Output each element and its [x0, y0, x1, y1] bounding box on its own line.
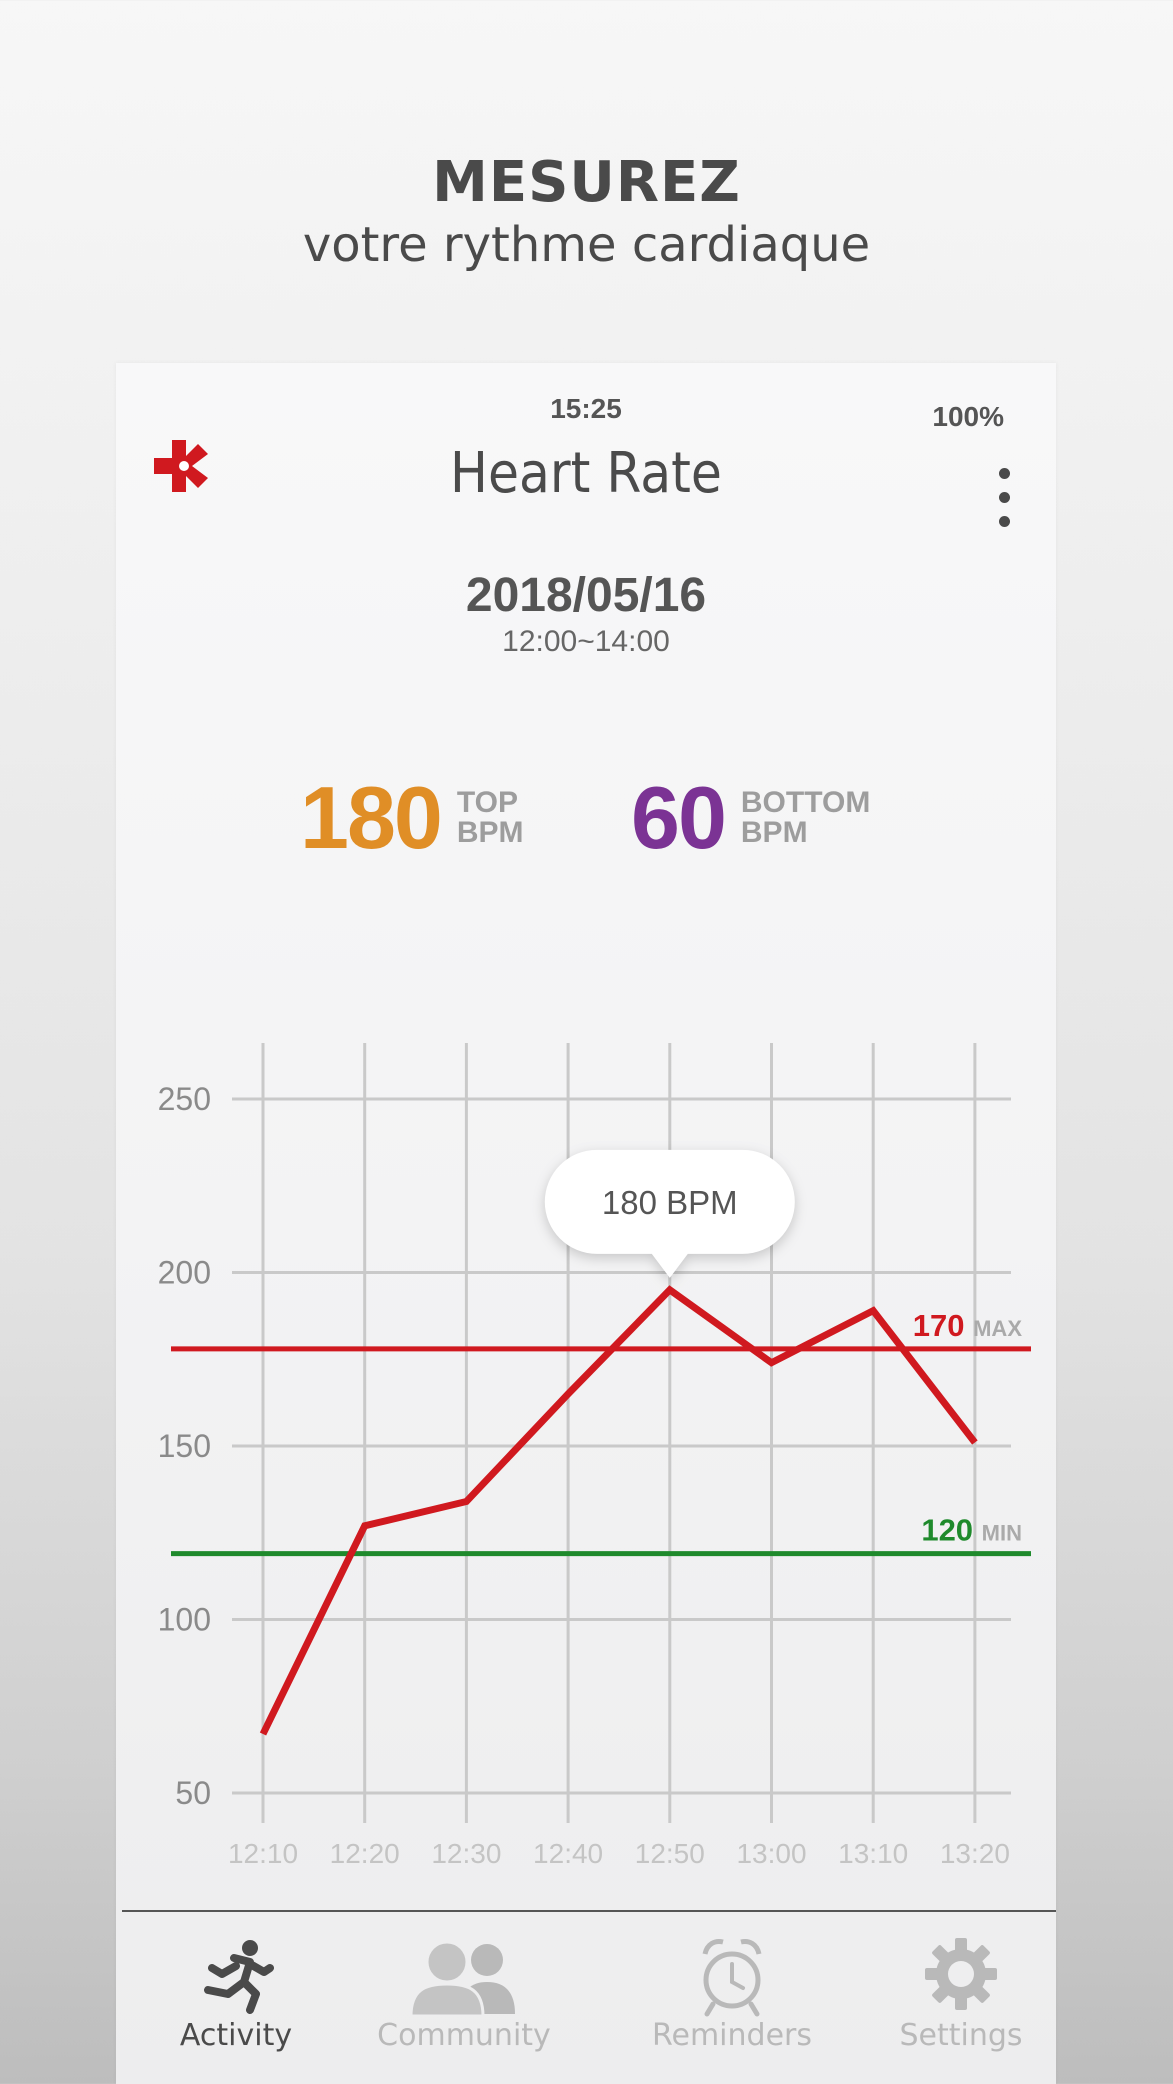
- session-date: 2018/05/16: [465, 569, 707, 622]
- promo-headline: MESUREZ votre rythme cardiaque: [0, 150, 1173, 274]
- red-cross-logo: [154, 440, 208, 492]
- heart-rate-chart[interactable]: 170 MAX 120 MIN 50 100 150 200 250 12:10 12:20 1…: [116, 363, 1056, 1903]
- tab-label-reminders: Reminders: [652, 2018, 812, 2053]
- threshold-tag: MIN: [982, 1521, 1022, 1546]
- threshold-value: 120: [921, 1513, 981, 1548]
- bottom-bpm-stat: 60 BOTTOM BPM: [631, 768, 870, 868]
- top-bpm-value: 180: [300, 768, 443, 867]
- tab-reminders[interactable]: Reminders: [618, 1912, 846, 2084]
- tab-settings[interactable]: Settings: [866, 1912, 1056, 2084]
- x-tick-label: 12:20: [330, 1838, 400, 1869]
- phone-screen: 15:25 100% Heart Rate 2018/05/16 12:00~1…: [116, 363, 1056, 2084]
- chart-thresholds: 170 MAX 120 MIN: [171, 1308, 1031, 1557]
- session-time-range: 12:00~14:00: [502, 625, 670, 658]
- bottom-tab-bar: Activity Community Reminders: [122, 1910, 1056, 2084]
- threshold-label: 170 MAX: [913, 1308, 1023, 1343]
- tab-label-activity: Activity: [179, 2018, 293, 2053]
- top-unit: BPM: [456, 816, 524, 849]
- status-time: 15:25: [550, 393, 622, 424]
- more-vertical-icon[interactable]: [992, 468, 1016, 534]
- bottom-bpm-value: 60: [631, 768, 727, 867]
- y-tick-label: 250: [158, 1081, 211, 1117]
- tab-community[interactable]: Community: [350, 1912, 578, 2084]
- page-title: Heart Rate: [450, 441, 722, 506]
- top-bpm-label: TOP BPM: [457, 788, 524, 848]
- gear-icon: [925, 1938, 997, 2010]
- promo-subtitle: votre rythme cardiaque: [302, 217, 871, 273]
- x-tick-label: 13:10: [838, 1838, 908, 1869]
- alarm-clock-icon: [702, 1939, 762, 2017]
- series-line: [259, 1285, 978, 1736]
- tab-label-community: Community: [377, 2018, 551, 2053]
- bottom-bpm-label: BOTTOM BPM: [741, 788, 870, 848]
- y-tick-label: 50: [175, 1775, 211, 1811]
- tab-activity[interactable]: Activity: [122, 1912, 350, 2084]
- bottom-label: BOTTOM: [740, 786, 871, 819]
- tooltip-text: 180 BPM: [602, 1184, 738, 1221]
- threshold-tag: MAX: [973, 1316, 1022, 1341]
- chart-tooltip: 180 BPM: [544, 1149, 795, 1278]
- promo-title: MESUREZ: [432, 150, 741, 215]
- threshold-label: 120 MIN: [921, 1513, 1022, 1548]
- status-battery: 100%: [932, 401, 1004, 432]
- chart-ticks: 50 100 150 200 250 12:10 12:20 12:30 12:40 12:50 1…: [158, 1081, 1010, 1869]
- x-tick-label: 12:50: [635, 1838, 705, 1869]
- running-person-icon: [204, 1940, 274, 2014]
- x-tick-label: 13:20: [940, 1838, 1010, 1869]
- tab-label-settings: Settings: [899, 2018, 1023, 2053]
- threshold-value: 170: [913, 1308, 973, 1343]
- chart-series: [259, 1285, 978, 1736]
- x-tick-label: 12:30: [431, 1838, 501, 1869]
- top-label: TOP: [456, 786, 518, 819]
- y-tick-label: 100: [158, 1602, 211, 1638]
- tooltip-bubble: [544, 1149, 795, 1278]
- x-tick-label: 12:40: [533, 1838, 603, 1869]
- bottom-unit: BPM: [740, 816, 808, 849]
- x-tick-label: 13:00: [736, 1838, 806, 1869]
- y-tick-label: 200: [158, 1255, 211, 1291]
- top-bpm-stat: 180 TOP BPM: [300, 768, 524, 868]
- x-tick-label: 12:10: [228, 1838, 298, 1869]
- people-icon: [409, 1940, 515, 2016]
- y-tick-label: 150: [158, 1428, 211, 1464]
